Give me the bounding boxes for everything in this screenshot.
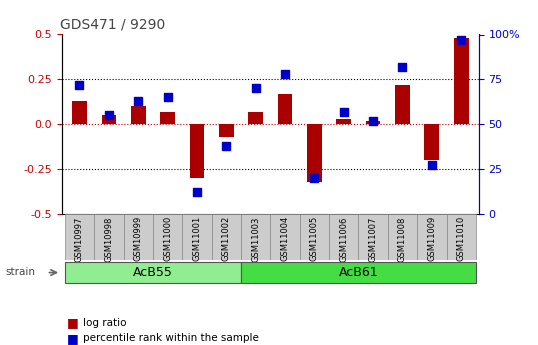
Point (310, 175, 318, 181)
Bar (424, 124, 439, 160)
FancyBboxPatch shape (300, 214, 329, 260)
FancyBboxPatch shape (271, 214, 300, 260)
FancyBboxPatch shape (241, 262, 476, 284)
Text: GSM11000: GSM11000 (163, 216, 172, 262)
Bar (102, 115, 116, 124)
Point (134, 98, 143, 104)
Text: strain: strain (5, 267, 36, 277)
Text: GSM11002: GSM11002 (222, 216, 231, 262)
Text: GDS471 / 9290: GDS471 / 9290 (60, 18, 165, 32)
Point (369, 118, 378, 124)
Bar (366, 121, 380, 124)
Text: GSM10997: GSM10997 (75, 216, 84, 262)
Text: GSM11006: GSM11006 (339, 216, 348, 262)
Point (193, 190, 201, 195)
Point (251, 86, 260, 91)
Text: GSM11005: GSM11005 (310, 216, 319, 262)
Point (398, 64, 407, 70)
Bar (72, 101, 87, 124)
Bar (249, 112, 263, 124)
Bar (336, 119, 351, 124)
Text: GSM10999: GSM10999 (134, 216, 143, 262)
Bar (307, 124, 322, 181)
FancyBboxPatch shape (447, 214, 476, 260)
Text: GSM11003: GSM11003 (251, 216, 260, 262)
Text: GSM11008: GSM11008 (398, 216, 407, 262)
Point (104, 112, 113, 118)
FancyBboxPatch shape (153, 214, 182, 260)
Text: ■: ■ (67, 332, 79, 345)
Text: GSM11001: GSM11001 (193, 216, 201, 262)
Text: ■: ■ (67, 316, 79, 329)
FancyBboxPatch shape (329, 214, 358, 260)
Point (457, 37, 465, 43)
Point (163, 95, 172, 100)
FancyBboxPatch shape (65, 262, 241, 284)
Point (281, 71, 289, 77)
Text: percentile rank within the sample: percentile rank within the sample (83, 333, 259, 343)
FancyBboxPatch shape (358, 214, 388, 260)
Text: GSM11010: GSM11010 (457, 216, 466, 262)
Bar (395, 85, 410, 124)
Text: log ratio: log ratio (83, 318, 127, 327)
FancyBboxPatch shape (211, 214, 241, 260)
FancyBboxPatch shape (388, 214, 417, 260)
FancyBboxPatch shape (124, 214, 153, 260)
Bar (131, 106, 146, 124)
Bar (189, 124, 204, 178)
Point (222, 143, 231, 148)
Text: GSM11007: GSM11007 (369, 216, 378, 262)
Text: AcB55: AcB55 (133, 266, 173, 279)
Bar (278, 94, 292, 124)
Text: GSM11004: GSM11004 (280, 216, 289, 262)
Bar (160, 112, 175, 124)
FancyBboxPatch shape (182, 214, 211, 260)
FancyBboxPatch shape (94, 214, 124, 260)
FancyBboxPatch shape (65, 214, 94, 260)
Bar (454, 38, 469, 124)
FancyBboxPatch shape (241, 214, 271, 260)
Point (428, 163, 436, 168)
Text: GSM11009: GSM11009 (427, 216, 436, 262)
FancyBboxPatch shape (417, 214, 447, 260)
Text: AcB61: AcB61 (338, 266, 378, 279)
Bar (219, 124, 233, 137)
Text: GSM10998: GSM10998 (104, 216, 114, 262)
Point (75, 82, 84, 88)
Point (339, 109, 348, 115)
